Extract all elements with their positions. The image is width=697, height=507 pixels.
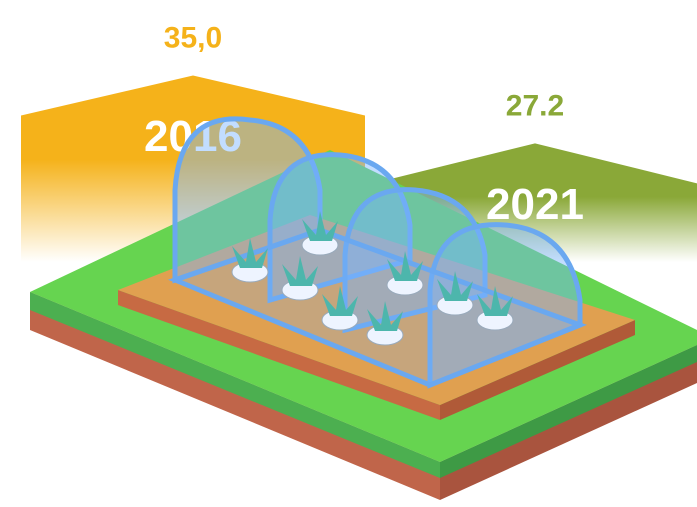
leaf — [477, 286, 513, 316]
value-label: 27.2 — [506, 89, 564, 122]
greenhouse — [167, 116, 587, 389]
leaf — [387, 251, 423, 281]
soil-side — [118, 290, 440, 420]
greenhouse-floor — [167, 227, 587, 388]
arch — [267, 152, 413, 304]
arch — [172, 116, 323, 284]
leaf — [302, 211, 338, 241]
soil-side — [440, 320, 635, 420]
value-label: 35,0 — [164, 21, 222, 54]
leaves — [232, 211, 513, 331]
leaf — [232, 238, 268, 268]
slab-side — [30, 292, 440, 478]
leaf — [437, 271, 473, 301]
value-labels: 35,0 27.2 — [164, 21, 564, 122]
slab-side — [440, 345, 697, 478]
leaf — [367, 301, 403, 331]
arch — [427, 222, 583, 389]
leaf — [282, 256, 318, 286]
greenhouse-illustration — [30, 116, 697, 500]
category-label: 2021 — [486, 180, 584, 229]
leaf — [322, 286, 358, 316]
